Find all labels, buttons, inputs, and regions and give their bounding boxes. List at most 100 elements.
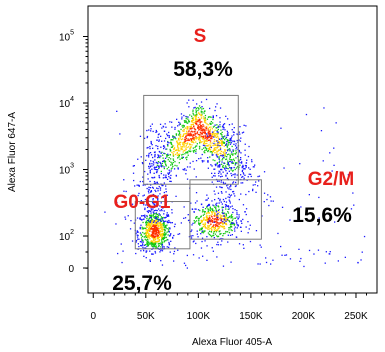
event-dots bbox=[104, 98, 366, 269]
event-dot bbox=[153, 210, 155, 212]
event-dot bbox=[221, 141, 223, 143]
event-dot bbox=[157, 203, 159, 205]
event-dot bbox=[145, 229, 147, 231]
event-dot bbox=[223, 212, 226, 214]
event-dot bbox=[125, 190, 127, 193]
event-dot bbox=[187, 132, 189, 134]
event-dot bbox=[216, 224, 219, 226]
y-tick-label: 104 bbox=[59, 96, 74, 110]
event-dot bbox=[139, 232, 142, 234]
event-dot bbox=[151, 195, 153, 197]
event-dot bbox=[238, 151, 241, 153]
event-dot bbox=[228, 164, 230, 166]
event-dot bbox=[156, 187, 158, 189]
event-dot bbox=[211, 209, 214, 212]
event-dot bbox=[222, 137, 225, 140]
event-dot bbox=[154, 182, 156, 185]
event-dot bbox=[170, 170, 172, 172]
event-dot bbox=[174, 161, 176, 163]
y-tick-label: 103 bbox=[59, 163, 74, 177]
event-dot bbox=[171, 209, 173, 211]
event-dot bbox=[217, 128, 219, 131]
event-dot bbox=[212, 211, 214, 213]
event-dot bbox=[179, 135, 182, 138]
event-dot bbox=[186, 134, 188, 137]
event-dot bbox=[209, 107, 211, 110]
event-dot bbox=[156, 232, 158, 234]
event-dot bbox=[216, 216, 219, 219]
event-dot bbox=[162, 224, 164, 226]
event-dot bbox=[171, 151, 173, 153]
event-dot bbox=[155, 145, 157, 147]
event-dot bbox=[206, 133, 208, 135]
event-dot bbox=[171, 167, 173, 169]
event-dot bbox=[223, 136, 225, 138]
event-dot bbox=[159, 189, 162, 191]
event-dot bbox=[148, 242, 150, 244]
event-dot bbox=[158, 208, 160, 210]
event-dot bbox=[252, 189, 254, 192]
event-dot bbox=[191, 115, 193, 117]
event-dot bbox=[158, 133, 160, 135]
event-dot bbox=[144, 235, 147, 237]
event-dot bbox=[148, 235, 150, 237]
event-dot bbox=[224, 227, 226, 229]
event-dot bbox=[193, 168, 195, 170]
event-dot bbox=[165, 174, 167, 176]
event-dot bbox=[201, 160, 203, 162]
event-dot bbox=[247, 221, 249, 223]
event-dot bbox=[207, 225, 209, 227]
event-dot bbox=[161, 217, 163, 219]
event-dot bbox=[238, 214, 240, 216]
event-dot bbox=[217, 205, 219, 207]
event-dot bbox=[158, 230, 160, 233]
event-dot bbox=[196, 132, 199, 134]
event-dot bbox=[203, 130, 206, 132]
event-dot bbox=[210, 215, 213, 217]
event-dot bbox=[188, 144, 191, 146]
event-dot bbox=[170, 142, 173, 144]
event-dot bbox=[148, 218, 150, 220]
event-dot bbox=[194, 208, 196, 210]
event-dot bbox=[212, 116, 214, 119]
event-dot bbox=[209, 206, 211, 208]
event-dot bbox=[263, 192, 266, 194]
event-dot bbox=[214, 149, 216, 151]
event-dot bbox=[200, 135, 202, 137]
gate-g0-g1-name: G0-G1 bbox=[113, 192, 170, 213]
event-dot bbox=[206, 135, 209, 137]
event-dot bbox=[228, 188, 230, 190]
event-dot bbox=[220, 133, 222, 135]
event-dot bbox=[147, 239, 149, 241]
event-dot bbox=[153, 213, 155, 215]
event-dot bbox=[200, 227, 203, 229]
event-dot bbox=[159, 156, 161, 159]
event-dot bbox=[169, 171, 171, 173]
event-dot bbox=[200, 126, 202, 129]
event-dot bbox=[182, 143, 184, 145]
event-dot bbox=[205, 98, 208, 101]
event-dot bbox=[212, 122, 214, 124]
event-dot bbox=[225, 175, 227, 177]
event-dot bbox=[159, 235, 162, 237]
event-dot bbox=[221, 226, 223, 228]
event-dot bbox=[192, 135, 194, 137]
event-dot bbox=[215, 207, 217, 210]
event-dot bbox=[208, 230, 211, 232]
event-dot bbox=[229, 196, 231, 199]
event-dot bbox=[215, 106, 217, 108]
event-dot bbox=[146, 199, 149, 201]
event-dot bbox=[156, 238, 158, 240]
event-dot bbox=[221, 163, 223, 165]
event-dot bbox=[172, 158, 174, 160]
event-dot bbox=[196, 137, 198, 139]
event-dot bbox=[154, 236, 156, 239]
event-dot bbox=[153, 176, 156, 179]
event-dot bbox=[163, 241, 165, 243]
event-dot bbox=[219, 165, 221, 167]
event-dot bbox=[177, 157, 179, 159]
event-dot bbox=[140, 219, 143, 221]
event-dot bbox=[195, 122, 197, 124]
event-dot bbox=[180, 138, 182, 141]
event-dot bbox=[200, 110, 202, 112]
